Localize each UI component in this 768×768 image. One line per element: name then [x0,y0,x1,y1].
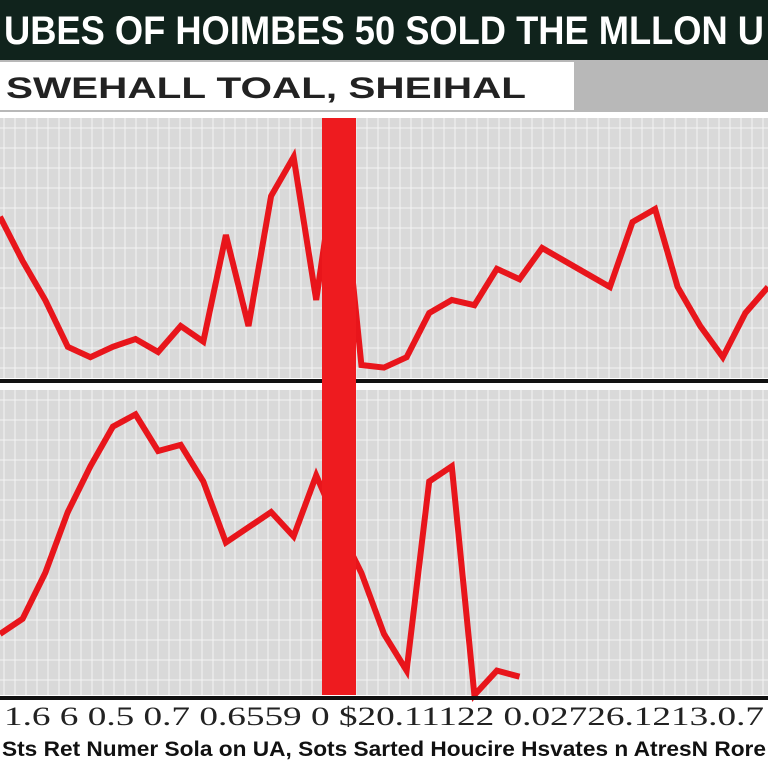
data-line [0,143,768,371]
subtitle: SWEHALL TOAL, SHEIHAL [6,72,526,105]
data-line [0,410,521,702]
title-band [0,0,768,60]
subtitle-box [0,62,574,110]
footer-caption: Sts Ret Numer Sola on UA, Sots Sarted Ho… [2,738,766,761]
chart-title: UBES OF HOIMBES 50 SOLD THE MLLON U [4,9,764,53]
highlight-band [322,118,356,695]
panels [0,118,768,702]
panel-bg [0,390,768,695]
x-labels: 1.6 6 0.5 0.7 0.6559 0 $20.11122 0.02726… [4,702,764,731]
